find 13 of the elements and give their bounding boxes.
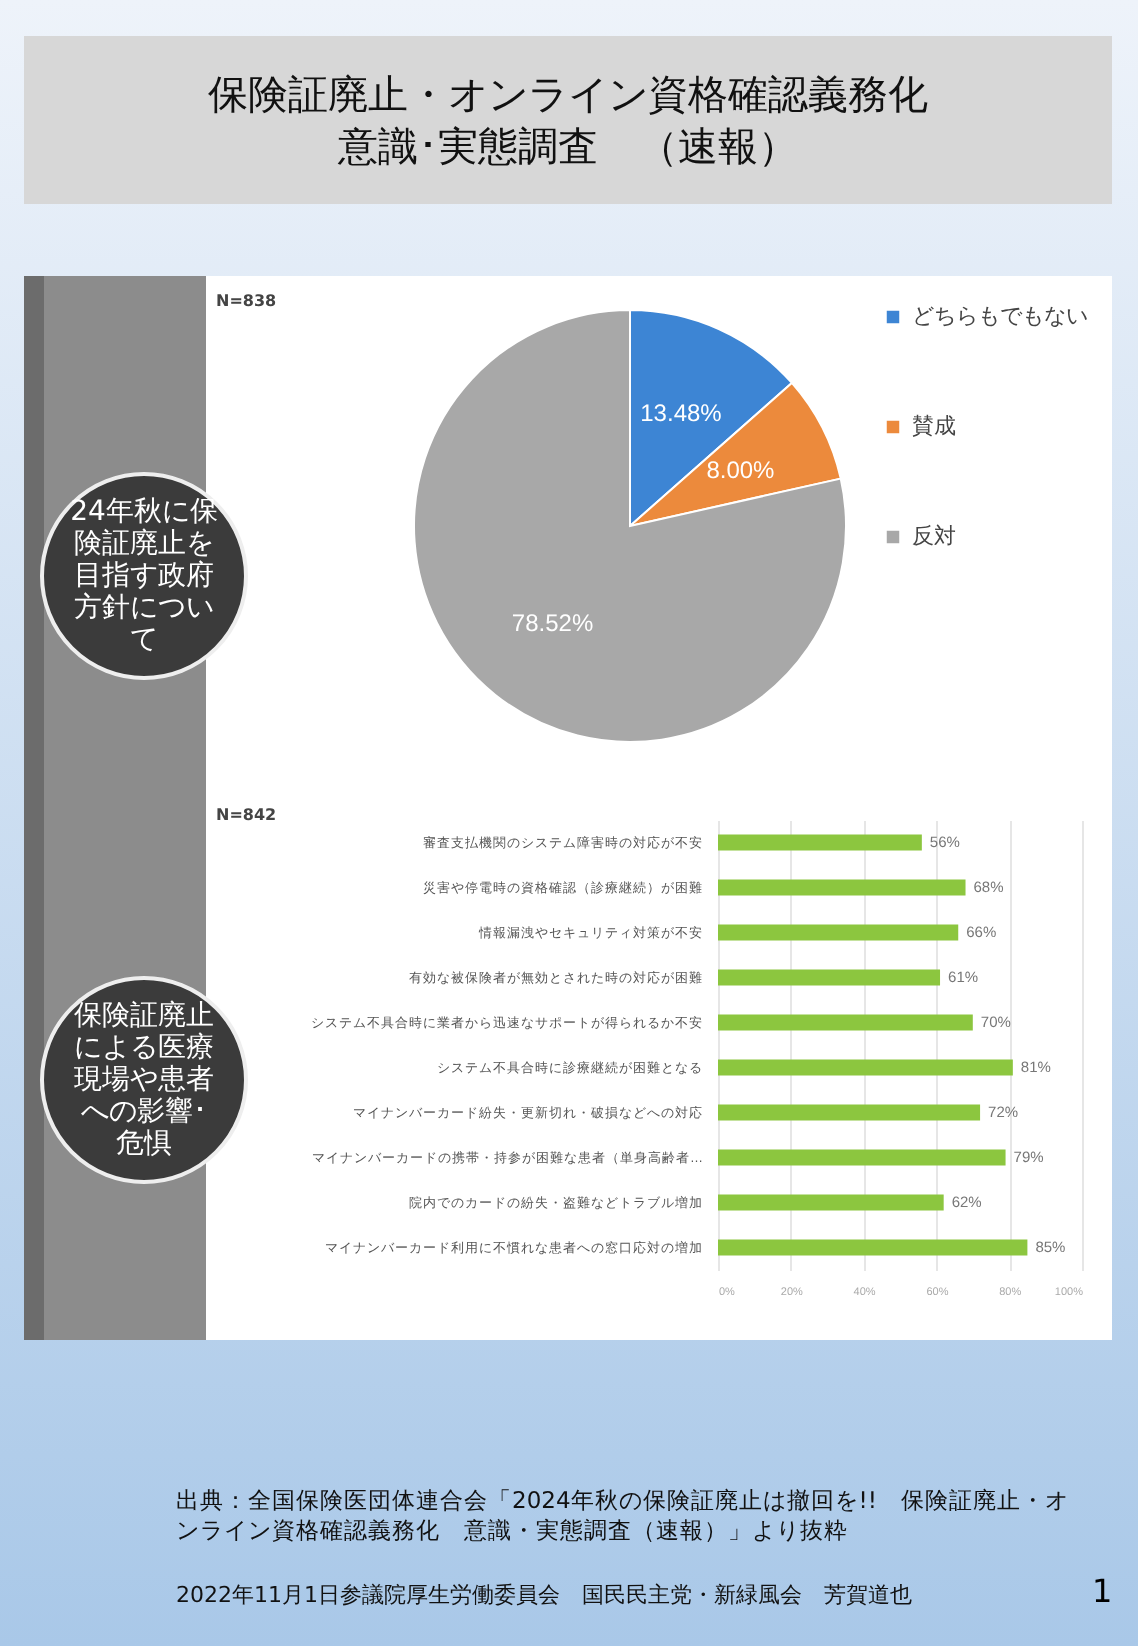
text: N=838	[216, 292, 277, 310]
text: 1	[1092, 1572, 1113, 1610]
source-note: 出典：全国保険医団体連合会「2024年秋の保険証廃止は撤回を!! 保険証廃止・オンライン資格確認義務化 意識・実態調査（速報）」より抜粋	[176, 1486, 1071, 1546]
legend-label: どちらもでもない	[912, 305, 1088, 329]
data-label: 13.48%	[640, 398, 723, 427]
legend-label: 反対	[912, 523, 956, 549]
text: N=842	[216, 806, 277, 824]
data-label: 78.52%	[511, 608, 594, 637]
data-label: 8.00%	[706, 455, 776, 484]
text: 2022年11月1日参議院厚生労働委員会 国民民主党・新緑風会 芳賀道也	[176, 1580, 912, 1610]
legend-label: 賛成	[912, 413, 956, 439]
chart-title: 保険証廃止・オンライン資格確認義務化意識･実態調査 （速報）	[206, 68, 930, 172]
pie-slice	[413, 309, 847, 743]
